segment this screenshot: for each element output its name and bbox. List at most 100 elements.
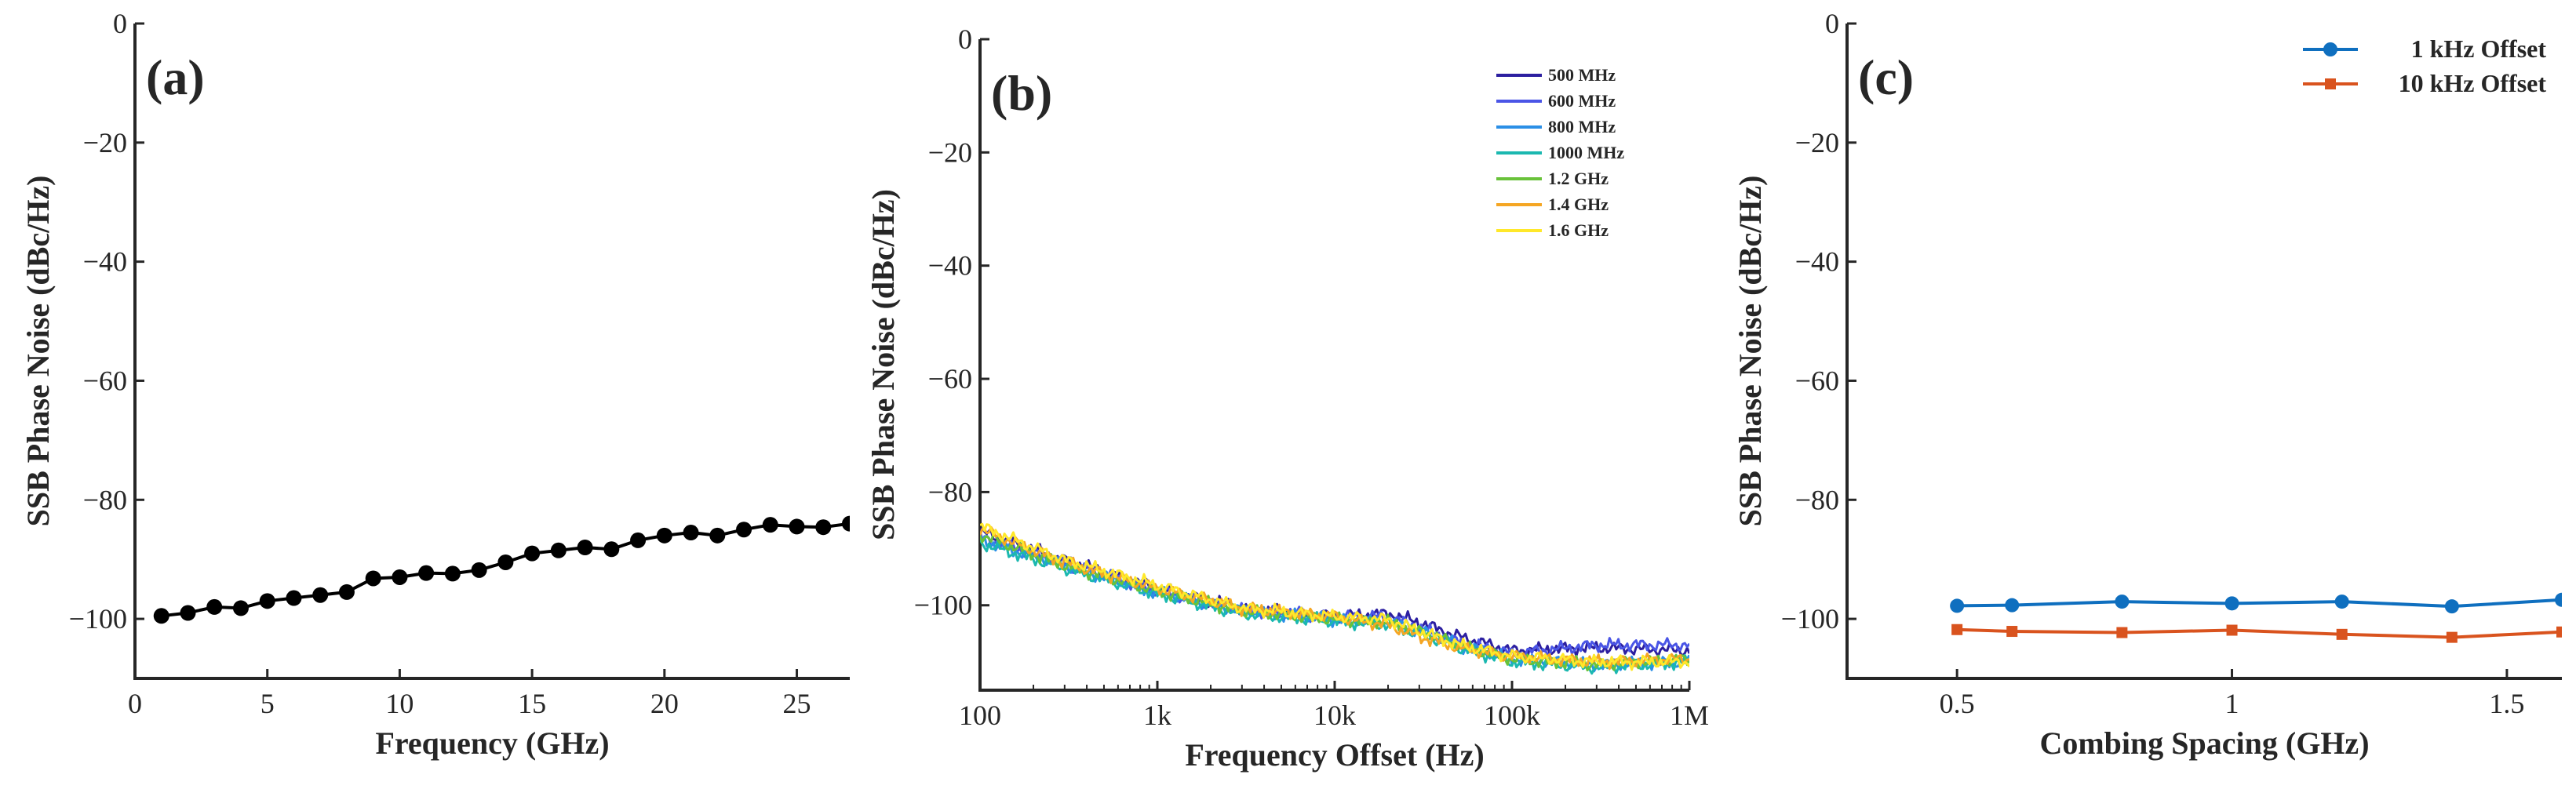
x-tick-label: 0 bbox=[128, 688, 142, 719]
data-point bbox=[2334, 594, 2349, 609]
y-tick-label: −80 bbox=[1795, 484, 1839, 515]
y-tick-label: 0 bbox=[113, 8, 127, 39]
data-point bbox=[550, 542, 567, 558]
data-point bbox=[789, 518, 805, 535]
legend-marker bbox=[2325, 78, 2336, 89]
legend-label: 600 MHz bbox=[1548, 91, 1616, 111]
data-point bbox=[2006, 626, 2018, 638]
legend-label: 1000 MHz bbox=[1548, 143, 1624, 162]
x-tick-label: 1.5 bbox=[2489, 688, 2524, 719]
legend-label: 1 kHz Offset bbox=[2411, 35, 2547, 63]
x-tick-label: 5 bbox=[261, 688, 275, 719]
data-point bbox=[2446, 631, 2458, 643]
data-point bbox=[1951, 624, 1963, 635]
data-point bbox=[2556, 626, 2562, 638]
x-axis-label: Combing Spacing (GHz) bbox=[2039, 725, 2369, 761]
series-line bbox=[980, 522, 1689, 671]
data-point bbox=[630, 532, 647, 548]
data-point bbox=[259, 593, 275, 609]
legend-label: 800 MHz bbox=[1548, 117, 1616, 136]
data-layer bbox=[980, 522, 1689, 675]
y-tick-label: −20 bbox=[928, 136, 972, 168]
legend-marker bbox=[2323, 42, 2337, 56]
x-tick-label: 10k bbox=[1314, 700, 1356, 731]
y-tick-label: −60 bbox=[83, 365, 127, 396]
data-point bbox=[2555, 592, 2562, 607]
data-point bbox=[2444, 599, 2459, 614]
data-point bbox=[577, 540, 593, 555]
y-tick-label: −20 bbox=[1795, 127, 1839, 158]
x-tick-label: 1 bbox=[2225, 688, 2239, 719]
y-tick-label: −40 bbox=[928, 250, 972, 282]
x-tick-label: 25 bbox=[783, 688, 811, 719]
data-point bbox=[2336, 628, 2348, 640]
data-point bbox=[656, 527, 672, 544]
data-layer bbox=[153, 515, 850, 624]
y-tick-label: −40 bbox=[83, 246, 127, 278]
data-point bbox=[471, 562, 487, 578]
data-point bbox=[206, 598, 223, 615]
data-point bbox=[2115, 594, 2130, 609]
data-point bbox=[603, 541, 620, 558]
y-tick-label: −60 bbox=[928, 363, 972, 394]
chart-panel-1: 0 −20 −40 −60 −80 −100 0 5 10 15 20 25 Frequency (GH… bbox=[20, 8, 850, 761]
legend-label: 1.4 GHz bbox=[1548, 195, 1609, 214]
series-line bbox=[980, 533, 1689, 671]
y-axis-label: SSB Phase Noise (dBc/Hz) bbox=[865, 189, 901, 540]
data-point bbox=[815, 519, 832, 536]
data-point bbox=[2005, 598, 2020, 613]
data-point bbox=[2224, 596, 2239, 611]
data-point bbox=[444, 565, 461, 582]
axes-frame bbox=[1845, 24, 2562, 680]
legend-label: 1.2 GHz bbox=[1548, 169, 1609, 188]
y-tick-label: −20 bbox=[83, 127, 127, 158]
y-tick-label: −80 bbox=[928, 476, 972, 507]
y-tick-label: −40 bbox=[1795, 246, 1839, 278]
chart-panel-2: 0 −20 −40 −60 −80 −100 100 1k 10k 100k 1M Frequency… bbox=[865, 24, 1709, 773]
data-point bbox=[418, 565, 435, 581]
y-tick-label: −100 bbox=[1781, 603, 1839, 634]
x-tick-label: 10 bbox=[385, 688, 414, 719]
x-tick-label: 100k bbox=[1484, 700, 1540, 731]
data-point bbox=[286, 590, 302, 606]
legend-label: 10 kHz Offset bbox=[2399, 69, 2547, 97]
series-line bbox=[980, 526, 1689, 658]
data-point bbox=[736, 522, 752, 538]
data-point bbox=[392, 569, 408, 585]
series-line bbox=[1957, 598, 2562, 609]
data-point bbox=[524, 545, 541, 562]
data-point bbox=[709, 527, 726, 544]
data-point bbox=[762, 517, 778, 533]
x-tick-label: 15 bbox=[518, 688, 546, 719]
y-axis-label: SSB Phase Noise (dBc/Hz) bbox=[20, 176, 56, 527]
data-point bbox=[312, 587, 329, 603]
data-point bbox=[842, 515, 850, 532]
y-tick-label: −100 bbox=[69, 603, 127, 634]
y-tick-label: 0 bbox=[958, 24, 972, 55]
series-line bbox=[980, 531, 1689, 660]
legend-label: 1.6 GHz bbox=[1548, 220, 1609, 240]
y-tick-label: −80 bbox=[83, 484, 127, 515]
data-layer bbox=[1950, 592, 2562, 643]
chart-panel-3: 0 −20 −40 −60 −80 −100 0.5 1 1.5 Combing Spacing … bbox=[1733, 8, 2562, 761]
data-point bbox=[2116, 627, 2128, 638]
x-axis-label: Frequency (GHz) bbox=[375, 725, 609, 761]
y-tick-label: 0 bbox=[1825, 8, 1839, 39]
data-point bbox=[1950, 598, 1965, 613]
axes-frame bbox=[978, 39, 1689, 692]
data-point bbox=[153, 608, 169, 624]
panel-label: (c) bbox=[1858, 49, 1914, 105]
series-line bbox=[1957, 627, 2562, 639]
data-point bbox=[338, 584, 355, 600]
data-point bbox=[365, 570, 381, 587]
x-axis-label: Frequency Offset (Hz) bbox=[1185, 737, 1484, 773]
axes-frame bbox=[133, 24, 850, 680]
data-point bbox=[232, 600, 249, 616]
legend-label: 500 MHz bbox=[1548, 65, 1616, 85]
data-point bbox=[2226, 624, 2238, 636]
series-line bbox=[980, 538, 1689, 675]
y-tick-label: −100 bbox=[914, 590, 972, 621]
panel-label: (a) bbox=[146, 49, 205, 105]
data-point bbox=[497, 554, 514, 570]
